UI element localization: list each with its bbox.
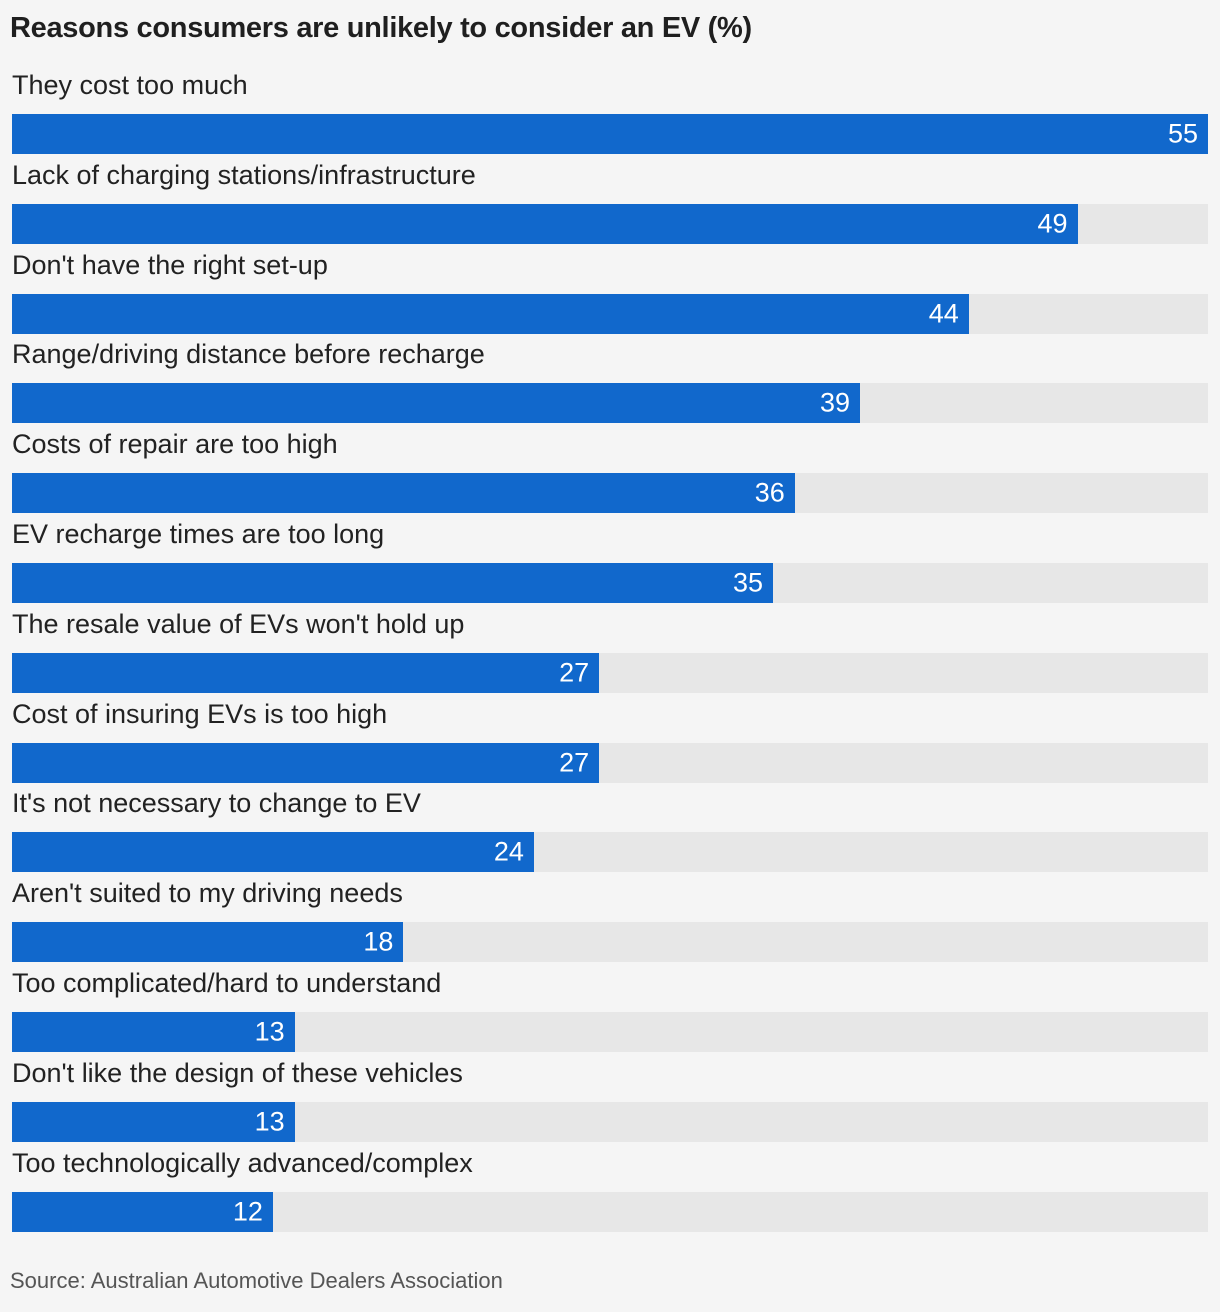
bar-value-label: 13 xyxy=(254,1016,285,1047)
bar: 49 xyxy=(12,203,1078,244)
bar: 12 xyxy=(12,1191,273,1232)
bar-value-label: 36 xyxy=(754,477,785,508)
bar: 39 xyxy=(12,383,861,424)
bar-value-label: 12 xyxy=(232,1196,263,1227)
bar-track: 24 xyxy=(12,832,1208,873)
bar-track: 49 xyxy=(12,203,1208,244)
bar-track: 27 xyxy=(12,652,1208,693)
bar-value-label: 27 xyxy=(559,657,590,688)
bar-row: Too complicated/hard to understand 13 xyxy=(12,966,1208,1056)
category-label: Cost of insuring EVs is too high xyxy=(12,698,388,729)
bar-track: 13 xyxy=(12,1101,1208,1142)
bar: 13 xyxy=(12,1011,295,1052)
source-note: Source: Australian Automotive Dealers As… xyxy=(10,1268,503,1293)
bar: 27 xyxy=(12,742,600,783)
bar-row: Don't have the right set-up 44 xyxy=(12,248,1208,338)
bar-value-label: 44 xyxy=(928,298,959,329)
bar: 36 xyxy=(12,473,795,514)
category-label: Too complicated/hard to understand xyxy=(12,967,442,998)
chart-title: Reasons consumers are unlikely to consid… xyxy=(10,12,752,44)
bar-track: 12 xyxy=(12,1191,1208,1232)
bar-row: Aren't suited to my driving needs 18 xyxy=(12,876,1208,966)
bar-row: Don't like the design of these vehicles 1… xyxy=(12,1056,1208,1146)
category-label: Aren't suited to my driving needs xyxy=(12,878,403,909)
bar-value-label: 13 xyxy=(254,1106,285,1137)
bar-value-label: 24 xyxy=(493,836,524,867)
bar: 44 xyxy=(12,293,969,334)
bar-value-label: 55 xyxy=(1167,118,1198,149)
bar-value-label: 27 xyxy=(559,747,590,778)
bar-track: 55 xyxy=(12,114,1208,154)
bar-chart: They cost too much 55 Lack of charging sta… xyxy=(12,68,1208,1235)
bar-row: Cost of insuring EVs is too high 27 xyxy=(12,697,1208,787)
bar-row: Too technologically advanced/complex 12 xyxy=(12,1146,1208,1236)
bar-row: Range/driving distance before recharge 39 xyxy=(12,337,1208,427)
bar-track: 18 xyxy=(12,922,1208,963)
bar-row: Costs of repair are too high 36 xyxy=(12,427,1208,517)
category-label: It's not necessary to change to EV xyxy=(12,788,421,819)
bar-row: It's not necessary to change to EV 24 xyxy=(12,786,1208,876)
bar-value-label: 39 xyxy=(820,387,851,418)
bar: 35 xyxy=(12,562,774,603)
bar-track: 36 xyxy=(12,473,1208,514)
bar-row: The resale value of EVs won't hold up 27 xyxy=(12,607,1208,697)
bar: 27 xyxy=(12,652,600,693)
category-label: EV recharge times are too long xyxy=(12,518,385,549)
bar: 24 xyxy=(12,832,534,873)
category-label: Don't have the right set-up xyxy=(12,249,328,280)
bar: 13 xyxy=(12,1101,295,1142)
category-label: Costs of repair are too high xyxy=(12,429,338,460)
bar-track: 13 xyxy=(12,1011,1208,1052)
bar-value-label: 35 xyxy=(733,567,764,598)
category-label: Range/driving distance before recharge xyxy=(12,339,485,370)
category-label: Lack of charging stations/infrastructure xyxy=(12,159,476,190)
bar: 55 xyxy=(12,114,1208,154)
bar-track: 39 xyxy=(12,383,1208,424)
category-label: Don't like the design of these vehicles xyxy=(12,1057,463,1088)
bar-value-label: 18 xyxy=(363,926,394,957)
category-label: Too technologically advanced/complex xyxy=(12,1147,473,1178)
bar-row: EV recharge times are too long 35 xyxy=(12,517,1208,607)
bar-row: Lack of charging stations/infrastructure… xyxy=(12,158,1208,248)
bar-value-label: 49 xyxy=(1037,208,1068,239)
bar-track: 27 xyxy=(12,742,1208,783)
bar-track: 44 xyxy=(12,293,1208,334)
bar-row: They cost too much 55 xyxy=(12,68,1208,158)
bar-track: 35 xyxy=(12,562,1208,603)
bar: 18 xyxy=(12,922,404,963)
category-label: They cost too much xyxy=(12,70,248,100)
category-label: The resale value of EVs won't hold up xyxy=(12,608,465,639)
